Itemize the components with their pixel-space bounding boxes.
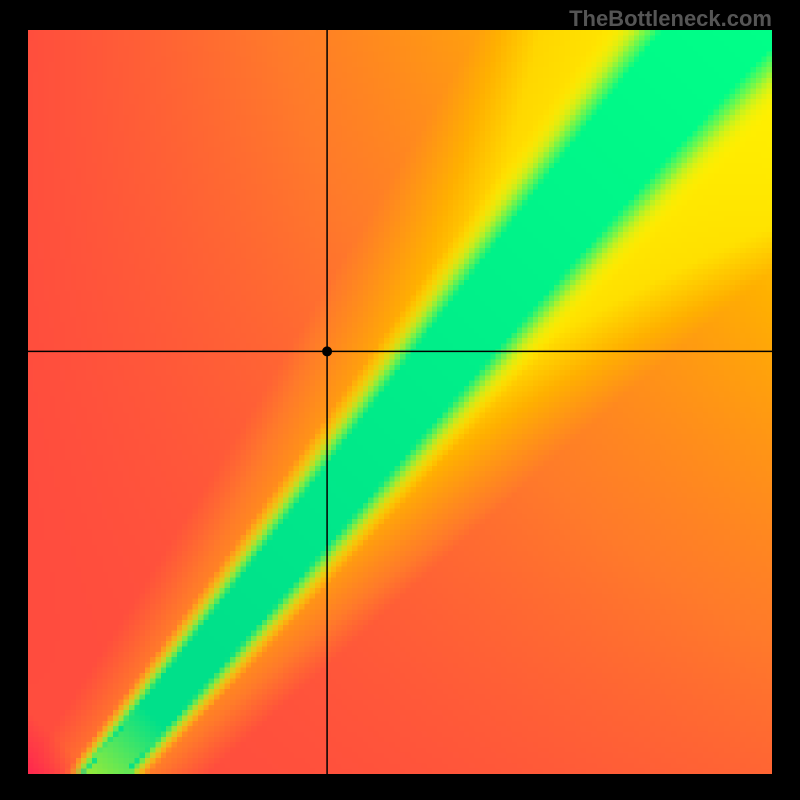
watermark-text: TheBottleneck.com (569, 6, 772, 32)
chart-container: TheBottleneck.com (0, 0, 800, 800)
heatmap-canvas (28, 30, 772, 774)
